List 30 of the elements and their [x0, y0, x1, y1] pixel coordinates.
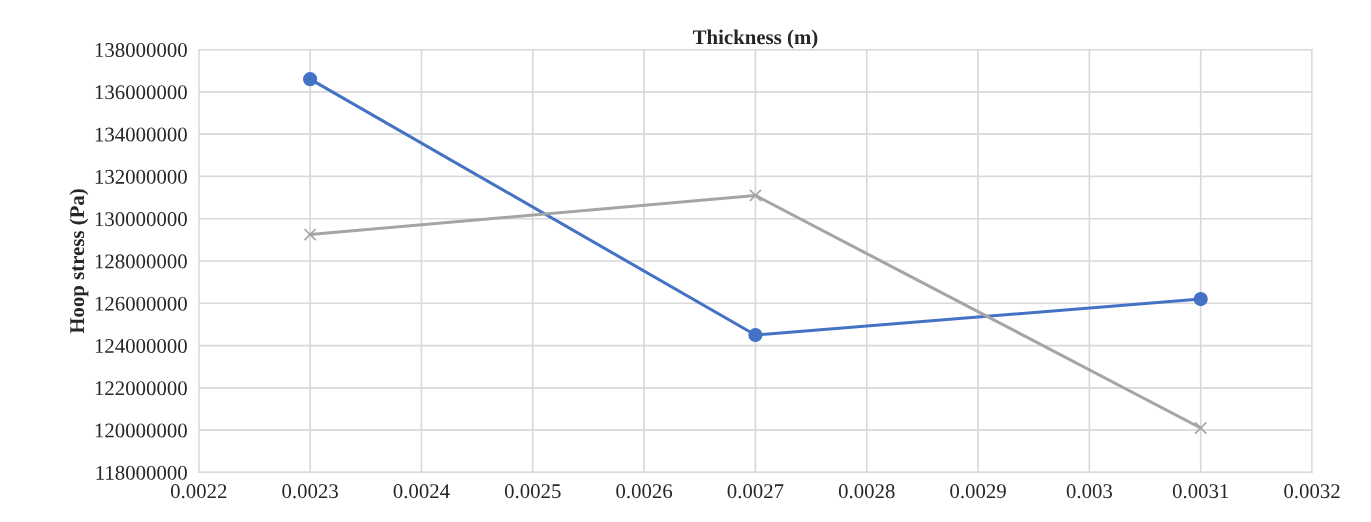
y-tick-label: 132000000 [95, 169, 187, 184]
y-tick-label: 124000000 [95, 338, 187, 353]
y-axis-title: Hoop stress (Pa) [69, 189, 89, 334]
y-tick-label: 128000000 [95, 254, 187, 269]
x-tick-label: 0.0026 [616, 484, 673, 499]
x-tick-label: 0.0027 [727, 484, 784, 499]
x-tick-label: 0.0023 [282, 484, 338, 499]
point [1194, 421, 1208, 435]
y-tick-label: 134000000 [95, 127, 187, 142]
y-tick-label: 126000000 [95, 296, 187, 311]
x-tick-label: 0.003 [1066, 484, 1113, 499]
point [1193, 291, 1208, 307]
x-tick-label: 0.0032 [1284, 484, 1340, 499]
point [748, 327, 763, 343]
x-axis-title: Thickness (m) [692, 29, 818, 49]
x-tick-label: 0.0025 [504, 484, 561, 499]
point [303, 72, 318, 87]
point [303, 228, 317, 241]
x-tick-label: 0.0024 [393, 484, 450, 499]
x-tick-label: 0.0022 [170, 484, 227, 499]
point [749, 189, 762, 202]
x-tick-label: 0.0031 [1172, 484, 1229, 499]
x-tick-label: 0.0029 [950, 484, 1006, 499]
y-tick-label: 130000000 [95, 212, 187, 227]
y-tick-label: 120000000 [95, 423, 187, 438]
y-tick-label: 136000000 [95, 85, 187, 100]
y-tick-label: 118000000 [96, 465, 187, 480]
y-tick-label: 138000000 [95, 42, 187, 58]
y-tick-label: 122000000 [95, 381, 187, 396]
x-tick-label: 0.0028 [838, 484, 895, 499]
